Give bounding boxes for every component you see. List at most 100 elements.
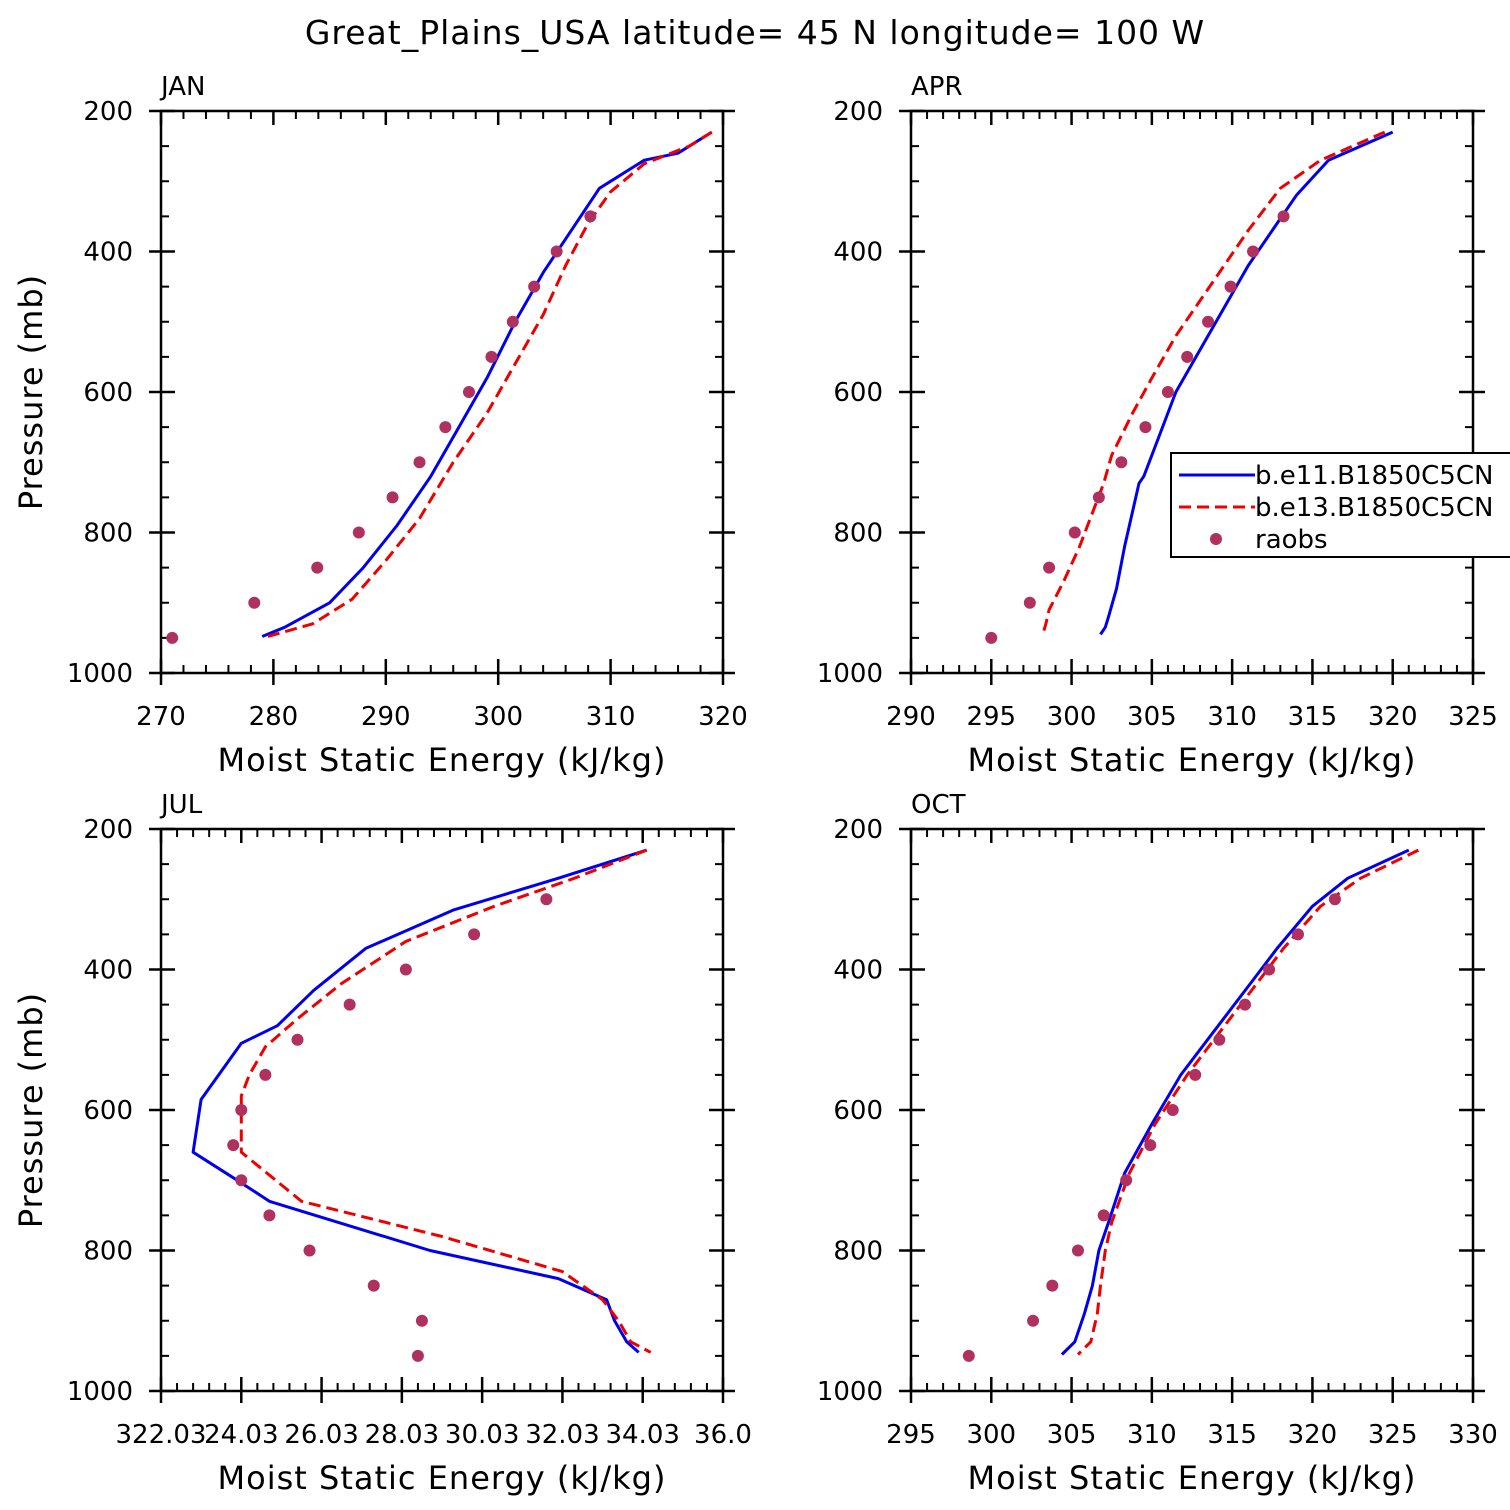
panel-title: APR [911,72,963,102]
panel-title: JAN [159,72,205,102]
x-tick-label: 24.03 [204,1420,278,1450]
raobs-point [166,631,179,644]
x-tick-label: 305 [1127,702,1177,732]
raobs-point [1263,963,1276,976]
x-tick-label: 315 [1207,1420,1257,1450]
x-tick-label: 325 [1448,702,1498,732]
x-tick-label: 295 [966,702,1016,732]
raobs-point [1247,245,1260,258]
raobs-point [1277,210,1290,223]
y-tick-label: 600 [83,1096,133,1126]
y-axis-label: Pressure (mb) [12,274,50,510]
raobs-point [1144,1139,1157,1152]
raobs-point [1166,1104,1179,1116]
y-tick-label: 400 [833,238,883,268]
raobs-point [303,1244,316,1257]
y-tick-label: 1000 [817,1377,883,1407]
y-tick-label: 1000 [817,659,883,689]
series-line-e13 [239,848,652,1354]
x-axis-label: Moist Static Energy (kJ/kg) [968,1459,1417,1497]
raobs-point [485,350,498,363]
y-axis-label: Pressure (mb) [12,992,50,1228]
raobs-point [1046,1279,1059,1292]
raobs-point [235,1174,248,1187]
x-tick-label: 34.03 [605,1420,679,1450]
panel-title: JUL [159,790,203,820]
y-tick-label: 1000 [67,1377,133,1407]
raobs-point [291,1033,304,1046]
raobs-point [415,1314,428,1327]
raobs-point [1213,1033,1226,1046]
raobs-point [1328,893,1341,906]
x-tick-label: 28.03 [365,1420,439,1450]
raobs-point [1202,315,1215,328]
x-tick-label: 320 [1288,1420,1338,1450]
legend-label: b.e11.B1850C5CN [1255,461,1493,491]
y-tick-label: 400 [83,956,133,986]
x-axis-label: Moist Static Energy (kJ/kg) [218,1459,667,1497]
panel-title: OCT [911,790,966,820]
y-tick-label: 200 [83,97,133,127]
raobs-point [1291,928,1304,941]
raobs-point [386,491,399,504]
legend-label: b.e13.B1850C5CN [1255,493,1493,523]
series-line-e11 [261,130,713,638]
raobs-point [1023,596,1036,609]
raobs-point [311,561,324,574]
raobs-point [1092,491,1105,504]
x-tick-label: 36.0 [694,1420,752,1450]
raobs-point [540,893,553,906]
x-tick-label: 32.03 [525,1420,599,1450]
series-line-e11 [191,848,648,1354]
raobs-point [468,928,481,941]
y-tick-label: 600 [833,1096,883,1126]
raobs-point [367,1279,380,1292]
raobs-point [528,280,541,293]
raobs-point [413,456,426,469]
raobs-point [411,1349,424,1362]
y-tick-label: 600 [833,378,883,408]
series-line-e11 [1060,848,1410,1356]
y-tick-label: 800 [833,519,883,549]
x-tick-label: 290 [886,702,936,732]
x-tick-label: 310 [1207,702,1257,732]
raobs-point [399,963,412,976]
x-axis-label: Moist Static Energy (kJ/kg) [968,741,1417,779]
raobs-point [1161,386,1174,398]
x-tick-label: 300 [1047,702,1097,732]
panel-jan: JAN 270 280 290 300 310 320 200 400 600 800 1000 Moi… [12,72,748,779]
panel-apr: APR 290 295 300 305 310 315 320 325 200 400 600 800 1… [817,72,1498,779]
raobs-point [227,1139,240,1152]
x-tick-label: 270 [136,702,186,732]
plot-frame [159,109,725,675]
raobs-point [1043,561,1056,574]
series-line-e11 [1099,130,1394,636]
raobs-point [1224,280,1237,293]
raobs-point [439,421,452,434]
panels: JAN 270 280 290 300 310 320 200 400 600 800 1000 Moi… [12,72,1498,1497]
raobs-point [235,1104,248,1116]
x-tick-label: 300 [966,1420,1016,1450]
raobs-point [263,1209,276,1222]
x-tick-label: 325 [1368,1420,1418,1450]
raobs-point [248,596,261,609]
legend-marker-dot [1210,533,1222,545]
y-tick-label: 200 [833,97,883,127]
raobs-point [1238,998,1251,1011]
series-line-e13 [267,130,713,638]
x-tick-label: 310 [1127,1420,1177,1450]
raobs-point [962,1349,975,1362]
raobs-point [1068,526,1081,539]
raobs-point [1189,1068,1202,1081]
raobs-point [343,998,356,1011]
raobs-point [1071,1244,1084,1257]
x-tick-label: 320 [698,702,748,732]
x-tick-label: 320 [1368,702,1418,732]
y-tick-label: 600 [83,378,133,408]
y-tick-label: 200 [83,815,133,845]
plot-frame [909,827,1475,1393]
panel-oct: OCT 295 300 305 310 315 320 325 330 200 400 600 800 1… [817,790,1498,1497]
y-tick-label: 800 [83,1237,133,1267]
